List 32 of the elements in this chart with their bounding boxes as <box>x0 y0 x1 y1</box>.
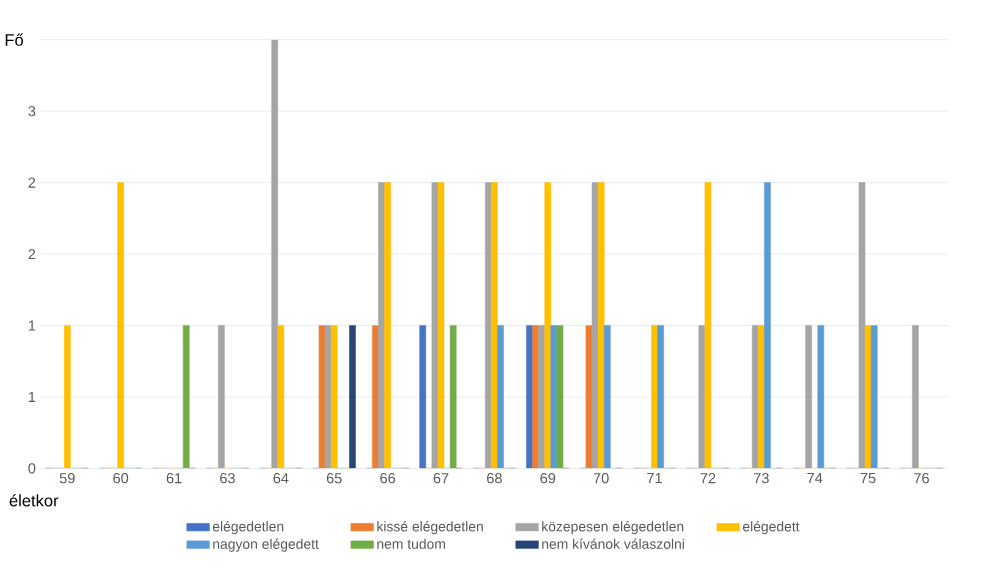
x-tick-label: 65 <box>326 473 342 484</box>
legend-label: elégedetlen <box>212 521 284 535</box>
y-tick-label: 1 <box>28 320 36 331</box>
y-tick-label: 3 <box>28 106 36 117</box>
legend-label: közepesen elégedetlen <box>542 521 684 535</box>
y-axis-title: Fő <box>5 33 24 47</box>
x-tick-label: 64 <box>273 473 289 484</box>
x-tick-label: 73 <box>753 473 769 484</box>
y-tick-label: 2 <box>28 177 36 188</box>
x-tick-label: 60 <box>113 473 129 484</box>
x-tick-label: 74 <box>807 473 823 484</box>
x-tick-label: 63 <box>220 473 235 484</box>
x-tick-label: 72 <box>700 473 716 484</box>
x-tick-label: 68 <box>487 473 502 484</box>
x-tick-label: 76 <box>914 473 929 484</box>
legend-label: nagyon elégedett <box>213 538 319 552</box>
x-tick-label: 61 <box>166 473 182 484</box>
x-tick-label: 69 <box>540 473 556 484</box>
y-tick-label: 0 <box>28 463 36 474</box>
y-tick-label: 1 <box>28 392 36 403</box>
legend-label: kissé elégedetlen <box>377 521 483 535</box>
x-tick-label: 71 <box>647 473 662 484</box>
x-tick-label: 59 <box>59 473 75 484</box>
x-axis-title: életkor <box>9 494 59 507</box>
legend-label: nem kívánok válaszolni <box>542 538 684 550</box>
y-tick-label: 2 <box>28 249 36 260</box>
x-tick-label: 66 <box>380 473 396 484</box>
x-tick-label: 70 <box>593 473 609 484</box>
legend-label: nem tudom <box>377 538 445 550</box>
x-tick-label: 75 <box>860 473 876 484</box>
x-tick-label: 67 <box>433 473 449 484</box>
legend-label: elégedett <box>742 521 800 535</box>
